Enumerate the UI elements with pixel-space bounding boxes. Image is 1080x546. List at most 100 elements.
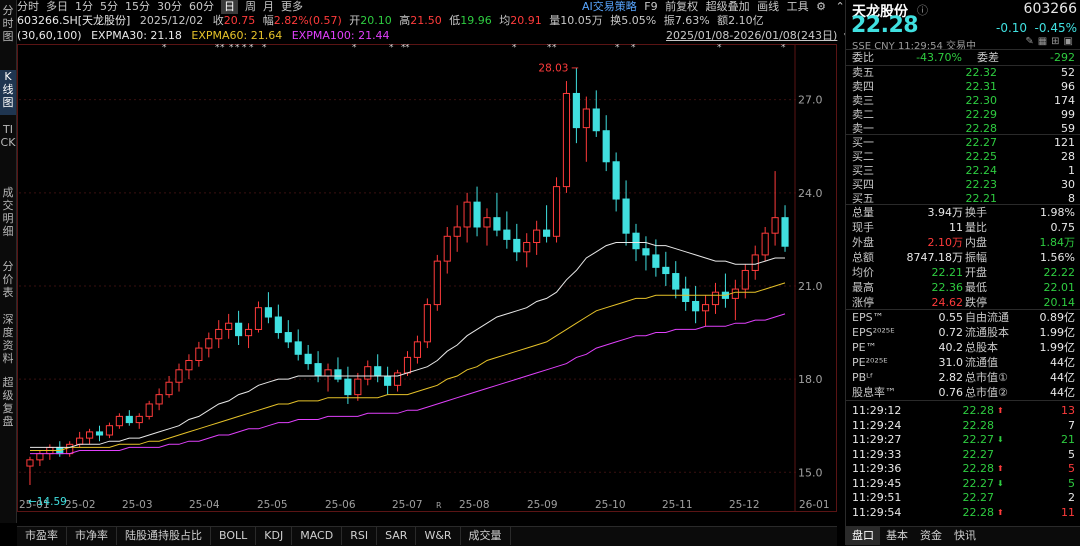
- ai-strategy-button[interactable]: AI交易策略: [582, 0, 637, 13]
- period-tab-9[interactable]: 月: [263, 0, 274, 13]
- buys-row[interactable]: 买三 22.24 1: [852, 163, 1075, 178]
- event-star-icon: *: [235, 44, 240, 53]
- indicator-tab-1[interactable]: 市净率: [67, 527, 117, 545]
- indicator-tabs: 市盈率 市净率 陆股通持股占比 BOLL KDJ MACD RSI SAR W&R 成交量: [17, 526, 837, 546]
- indicator-tab-6[interactable]: RSI: [342, 527, 378, 545]
- left-tab-3[interactable]: 成交明细: [2, 186, 14, 238]
- period-tab-7[interactable]: 日: [221, 0, 238, 14]
- left-tab-1[interactable]: K线图: [0, 70, 16, 115]
- left-view-tabs: 分时图 K线图 TICK 成交明细分价表深度资料超级复盘: [0, 0, 17, 523]
- sells-label: 卖一: [852, 122, 874, 135]
- indicator-tab-4[interactable]: KDJ: [256, 527, 293, 545]
- left-tab-0[interactable]: 分时图: [2, 4, 14, 43]
- buys-row[interactable]: 买一 22.27 121: [852, 135, 1075, 150]
- bar-info-line: 603266.SH[天龙股份] 2025/12/02 收20.75 幅2.82%…: [17, 14, 764, 28]
- period-tab-3[interactable]: 5分: [100, 0, 118, 13]
- tick-volume: 5: [1068, 462, 1075, 475]
- candlestick-chart[interactable]: 27.0 24.0 21.0 18.0 15.0 25-01 25-02 25-03 25-04…: [17, 44, 837, 512]
- indicator-tab-5[interactable]: MACD: [292, 527, 343, 545]
- gear-icon[interactable]: ⚙: [816, 0, 826, 13]
- period-tab-2[interactable]: 1分: [75, 0, 93, 13]
- overlay-button[interactable]: 超级叠加: [705, 0, 750, 13]
- candle-body: [632, 232, 640, 250]
- sells-row[interactable]: 卖一 22.28 59: [852, 121, 1075, 136]
- period-tab-4[interactable]: 15分: [125, 0, 150, 13]
- period-tab-1[interactable]: 多日: [46, 0, 68, 13]
- weibi-row: 委比 -43.70% 委差 -292: [852, 50, 1075, 65]
- candle-body: [761, 232, 769, 256]
- open-value: 20.10: [360, 14, 392, 27]
- candle-body: [622, 198, 630, 234]
- adjust-button[interactable]: 前复权: [665, 0, 699, 13]
- indicator-tab-0[interactable]: 市盈率: [17, 527, 67, 545]
- f9-button[interactable]: F9: [644, 0, 658, 13]
- period-tab-5[interactable]: 30分: [157, 0, 182, 13]
- x-tick-label: 25-10: [595, 499, 626, 511]
- period-tab-0[interactable]: 分时: [17, 0, 39, 13]
- x-tick-label: 25-09: [527, 499, 558, 511]
- tick-volume: 2: [1068, 491, 1075, 504]
- expma30-line: [30, 242, 785, 448]
- indicator-tab-8[interactable]: W&R: [416, 527, 461, 545]
- left-tab-6[interactable]: 超级复盘: [2, 376, 14, 428]
- indicator-tab-7[interactable]: SAR: [377, 527, 417, 545]
- candle-body: [642, 248, 650, 256]
- candle-body: [254, 307, 263, 330]
- period-tab-6[interactable]: 60分: [189, 0, 214, 13]
- panel-tab-3[interactable]: 快讯: [954, 529, 976, 542]
- indicator-tab-3[interactable]: BOLL: [211, 527, 257, 545]
- tick-time: 11:29:24: [852, 418, 902, 432]
- buys-row[interactable]: 买二 22.25 28: [852, 149, 1075, 164]
- period-tab-10[interactable]: 更多: [281, 0, 303, 13]
- sells-row[interactable]: 卖二 22.29 99: [852, 107, 1075, 122]
- info-icon[interactable]: ⓘ: [917, 4, 928, 17]
- candle-body: [503, 229, 511, 240]
- fin-label-b: 流通股本: [965, 326, 1009, 339]
- candle-body: [781, 217, 789, 247]
- y-tick-label: 24.0: [798, 187, 823, 200]
- tools-button[interactable]: 工具: [786, 0, 809, 13]
- tick-row: 11:29:33 22.27 5: [852, 447, 1075, 462]
- candle-body: [453, 226, 461, 237]
- sells-price: 22.30: [965, 94, 998, 107]
- stats-value-a: 8747.18万: [906, 251, 964, 264]
- candle-body: [36, 453, 44, 461]
- indicator-tab-2[interactable]: 陆股通持股占比: [117, 527, 211, 545]
- tick-price: 22.27: [962, 433, 995, 446]
- sells-row[interactable]: 卖三 22.30 174: [852, 93, 1075, 108]
- sells-row[interactable]: 卖四 22.31 96: [852, 79, 1075, 94]
- draw-button[interactable]: 画线: [757, 0, 780, 13]
- panel-tab-2[interactable]: 资金: [920, 529, 942, 542]
- collapse-icon[interactable]: ⌃: [835, 0, 845, 13]
- vol-label: 量: [549, 14, 561, 27]
- indicator-tab-9[interactable]: 成交量: [461, 527, 511, 545]
- high-value: 21.50: [410, 14, 442, 27]
- panel-tab-1[interactable]: 基本: [886, 529, 908, 542]
- sells-row[interactable]: 卖五 22.32 52: [852, 65, 1075, 80]
- sells-volume: 52: [1061, 66, 1075, 79]
- event-star-icon: *: [615, 44, 620, 53]
- buys-label: 买三: [852, 164, 874, 177]
- buys-volume: 121: [1054, 136, 1075, 149]
- period-tab-8[interactable]: 周: [245, 0, 256, 13]
- panel-tool-icons[interactable]: ✎▦⊞▣: [1025, 36, 1077, 47]
- buys-row[interactable]: 买四 22.23 30: [852, 177, 1075, 192]
- stats-label-b: 量比: [965, 221, 987, 234]
- candle-body: [552, 186, 561, 237]
- sells-volume: 174: [1054, 94, 1075, 107]
- x-tick-label: 25-01: [19, 499, 50, 511]
- candle-body: [354, 378, 362, 396]
- expma30-value: EXPMA30: 21.18: [91, 29, 182, 42]
- event-star-icon: *: [401, 44, 406, 53]
- stats-value-a: 22.21: [931, 266, 964, 279]
- left-tab-2[interactable]: TICK: [0, 123, 16, 149]
- buys-row[interactable]: 买五 22.21 8: [852, 191, 1075, 206]
- tick-time: 11:29:36: [852, 462, 902, 475]
- left-tab-5[interactable]: 深度资料: [2, 313, 14, 365]
- panel-tab-0[interactable]: 盘口: [846, 527, 880, 545]
- fin-label-a: PE²⁰²⁵ᴱ: [852, 356, 888, 369]
- weicha-label: 委差: [977, 51, 999, 64]
- date-range-text[interactable]: 2025/01/08-2026/01/08(243日): [666, 29, 838, 42]
- left-tab-4[interactable]: 分价表: [2, 260, 14, 299]
- chg-value: 2.82%(0.57): [273, 14, 342, 27]
